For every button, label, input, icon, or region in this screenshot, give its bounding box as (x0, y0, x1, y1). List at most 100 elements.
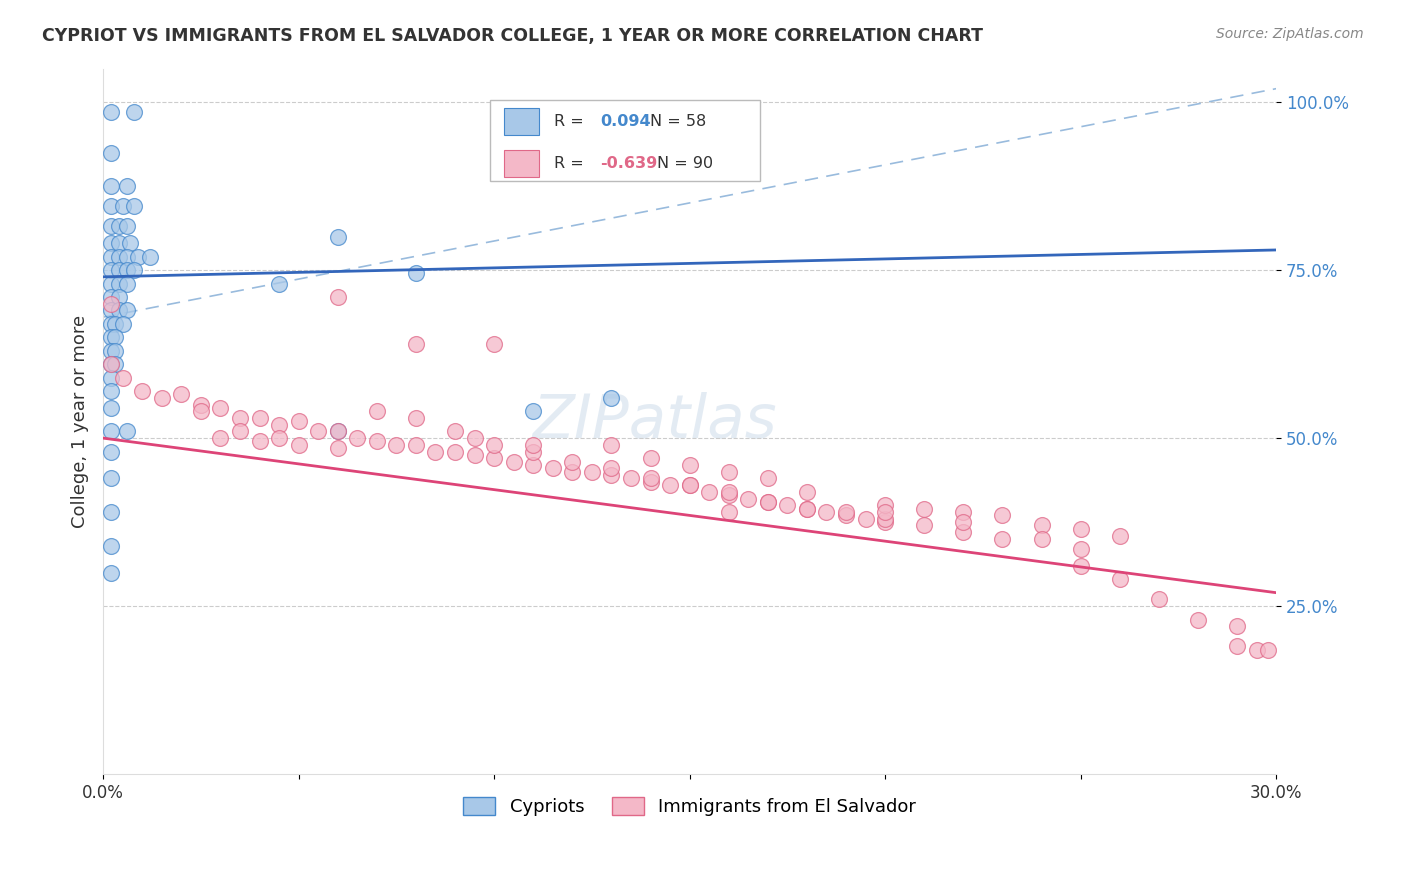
Point (100, 357, 122, 371)
Point (100, 539, 122, 553)
Point (717, 484, 740, 499)
Point (287, 414, 309, 428)
Point (104, 343, 127, 358)
Point (100, 370, 122, 384)
Point (405, 267, 427, 281)
Point (115, 179, 138, 194)
Point (444, 444, 467, 458)
Point (115, 263, 138, 277)
Point (326, 229, 349, 244)
Point (1108, 528, 1130, 542)
Point (1070, 541, 1092, 556)
Point (464, 448, 486, 462)
Point (522, 458, 544, 472)
Point (100, 290, 122, 304)
Point (620, 471, 643, 485)
Point (835, 508, 858, 523)
Point (796, 501, 818, 516)
Point (1070, 558, 1092, 573)
Point (107, 219, 129, 234)
Point (796, 484, 818, 499)
Point (150, 391, 173, 405)
Point (115, 303, 138, 318)
Point (307, 425, 329, 439)
Point (737, 491, 759, 506)
Point (366, 434, 388, 449)
Point (209, 401, 232, 415)
Point (756, 495, 779, 509)
Legend: Cypriots, Immigrants from El Salvador: Cypriots, Immigrants from El Salvador (454, 788, 925, 825)
Point (717, 488, 740, 502)
Point (796, 501, 818, 516)
Point (326, 425, 349, 439)
Point (100, 145, 122, 160)
Point (287, 438, 309, 452)
Point (366, 404, 388, 418)
Point (1226, 619, 1249, 633)
Point (875, 515, 897, 529)
Point (1246, 642, 1268, 657)
Text: N = 58: N = 58 (650, 114, 706, 129)
Point (326, 441, 349, 455)
Y-axis label: College, 1 year or more: College, 1 year or more (72, 315, 89, 528)
Point (100, 105, 122, 120)
Point (425, 444, 447, 458)
Point (249, 411, 271, 425)
Point (464, 431, 486, 445)
Point (100, 401, 122, 415)
Point (912, 518, 935, 533)
Point (482, 337, 505, 351)
Point (522, 404, 544, 418)
Point (855, 512, 877, 526)
FancyBboxPatch shape (491, 100, 761, 181)
Point (115, 219, 138, 234)
Point (482, 438, 505, 452)
Point (991, 532, 1014, 546)
Point (107, 250, 129, 264)
Point (111, 317, 134, 331)
Text: CYPRIOT VS IMMIGRANTS FROM EL SALVADOR COLLEGE, 1 YEAR OR MORE CORRELATION CHART: CYPRIOT VS IMMIGRANTS FROM EL SALVADOR C… (42, 27, 983, 45)
Point (104, 317, 127, 331)
Text: R =: R = (554, 114, 589, 129)
Point (100, 357, 122, 371)
Text: -0.639: -0.639 (600, 156, 658, 171)
Point (190, 398, 212, 412)
Point (1031, 518, 1053, 533)
Point (815, 505, 838, 519)
Point (482, 451, 505, 466)
Point (100, 263, 122, 277)
Point (100, 505, 122, 519)
Point (100, 471, 122, 485)
Point (405, 411, 427, 425)
Point (107, 236, 129, 251)
Point (131, 384, 153, 398)
Point (139, 250, 162, 264)
Point (561, 465, 583, 479)
Point (581, 465, 603, 479)
Point (209, 431, 232, 445)
Point (229, 411, 252, 425)
Text: N = 90: N = 90 (657, 156, 713, 171)
Point (600, 438, 623, 452)
Point (541, 461, 564, 475)
Point (776, 499, 799, 513)
Point (659, 478, 682, 492)
Point (405, 337, 427, 351)
Point (100, 330, 122, 344)
Point (952, 505, 974, 519)
Point (120, 236, 142, 251)
Point (600, 461, 623, 475)
Point (1257, 642, 1279, 657)
Point (835, 505, 858, 519)
Point (875, 505, 897, 519)
Point (1070, 522, 1092, 536)
Point (229, 425, 252, 439)
Text: 0.094: 0.094 (600, 114, 651, 129)
Point (190, 404, 212, 418)
FancyBboxPatch shape (505, 151, 540, 178)
Point (115, 250, 138, 264)
Point (100, 343, 122, 358)
Point (678, 478, 700, 492)
Point (107, 277, 129, 291)
Point (717, 505, 740, 519)
